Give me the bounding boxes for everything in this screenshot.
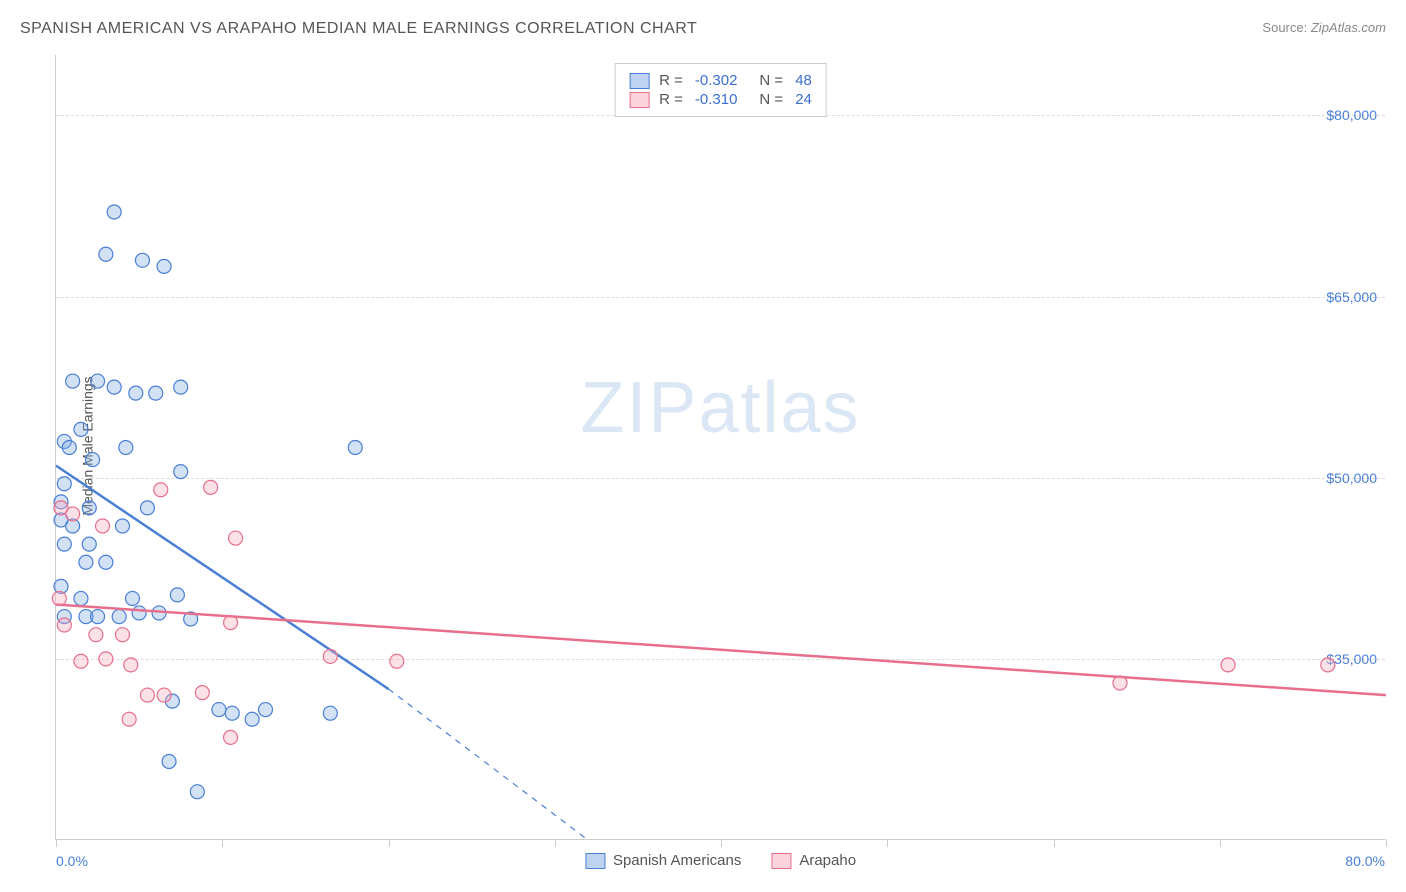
data-point (132, 606, 146, 620)
data-point (195, 686, 209, 700)
legend-item: Arapaho (771, 852, 856, 869)
x-tick (1386, 839, 1387, 847)
data-point (74, 591, 88, 605)
x-tick (1220, 839, 1221, 847)
data-point (245, 712, 259, 726)
stats-r-label: R = (659, 91, 683, 108)
data-point (62, 441, 76, 455)
stats-n-value: 24 (795, 91, 812, 108)
data-point (140, 501, 154, 515)
data-point (74, 654, 88, 668)
data-point (190, 785, 204, 799)
data-point (258, 703, 272, 717)
data-point (157, 259, 171, 273)
data-point (99, 555, 113, 569)
data-point (224, 730, 238, 744)
data-point (119, 441, 133, 455)
data-point (154, 483, 168, 497)
data-point (1321, 658, 1335, 672)
data-point (122, 712, 136, 726)
data-point (79, 555, 93, 569)
stats-n-label: N = (759, 91, 783, 108)
data-point (1221, 658, 1235, 672)
stats-swatch (629, 92, 649, 108)
trend-line-dashed (389, 689, 589, 840)
stats-n-label: N = (759, 72, 783, 89)
x-axis-min-label: 0.0% (56, 853, 88, 869)
stats-n-value: 48 (795, 72, 812, 89)
stats-r-value: -0.310 (695, 91, 738, 108)
data-point (390, 654, 404, 668)
legend-swatch (585, 853, 605, 869)
data-point (224, 616, 238, 630)
data-point (99, 652, 113, 666)
data-point (66, 507, 80, 521)
data-point (174, 380, 188, 394)
data-point (112, 610, 126, 624)
data-point (149, 386, 163, 400)
data-point (124, 658, 138, 672)
data-point (174, 465, 188, 479)
data-point (57, 537, 71, 551)
legend: Spanish Americans Arapaho (585, 852, 856, 869)
x-tick (1054, 839, 1055, 847)
legend-label: Arapaho (799, 852, 856, 869)
x-tick (721, 839, 722, 847)
chart-svg (56, 55, 1385, 839)
data-point (82, 537, 96, 551)
chart-title: SPANISH AMERICAN VS ARAPAHO MEDIAN MALE … (20, 20, 697, 38)
stats-row: R = -0.302 N = 48 (629, 72, 812, 89)
data-point (162, 755, 176, 769)
legend-swatch (771, 853, 791, 869)
stats-r-label: R = (659, 72, 683, 89)
data-point (74, 422, 88, 436)
data-point (107, 205, 121, 219)
data-point (116, 628, 130, 642)
legend-item: Spanish Americans (585, 852, 741, 869)
data-point (204, 480, 218, 494)
x-tick (222, 839, 223, 847)
plot-area: ZIPatlas $35,000$50,000$65,000$80,000 R … (55, 55, 1385, 840)
x-tick (56, 839, 57, 847)
stats-swatch (629, 73, 649, 89)
data-point (170, 588, 184, 602)
trend-line (56, 605, 1386, 696)
data-point (157, 688, 171, 702)
data-point (57, 618, 71, 632)
stats-row: R = -0.310 N = 24 (629, 91, 812, 108)
data-point (96, 519, 110, 533)
stats-box: R = -0.302 N = 48 R = -0.310 N = 24 (614, 63, 827, 117)
data-point (1113, 676, 1127, 690)
x-tick (887, 839, 888, 847)
data-point (89, 628, 103, 642)
data-point (135, 253, 149, 267)
data-point (129, 386, 143, 400)
data-point (225, 706, 239, 720)
x-tick (389, 839, 390, 847)
x-axis-max-label: 80.0% (1345, 853, 1385, 869)
data-point (229, 531, 243, 545)
legend-label: Spanish Americans (613, 852, 741, 869)
x-tick (555, 839, 556, 847)
source-value: ZipAtlas.com (1311, 20, 1386, 35)
source-attribution: Source: ZipAtlas.com (1262, 20, 1386, 35)
data-point (212, 703, 226, 717)
data-point (91, 610, 105, 624)
data-point (66, 374, 80, 388)
data-point (323, 649, 337, 663)
data-point (86, 453, 100, 467)
source-label: Source: (1262, 20, 1307, 35)
data-point (348, 441, 362, 455)
stats-r-value: -0.302 (695, 72, 738, 89)
data-point (91, 374, 105, 388)
data-point (107, 380, 121, 394)
data-point (99, 247, 113, 261)
data-point (323, 706, 337, 720)
data-point (140, 688, 154, 702)
data-point (116, 519, 130, 533)
data-point (57, 477, 71, 491)
data-point (125, 591, 139, 605)
data-point (82, 501, 96, 515)
data-point (52, 591, 66, 605)
